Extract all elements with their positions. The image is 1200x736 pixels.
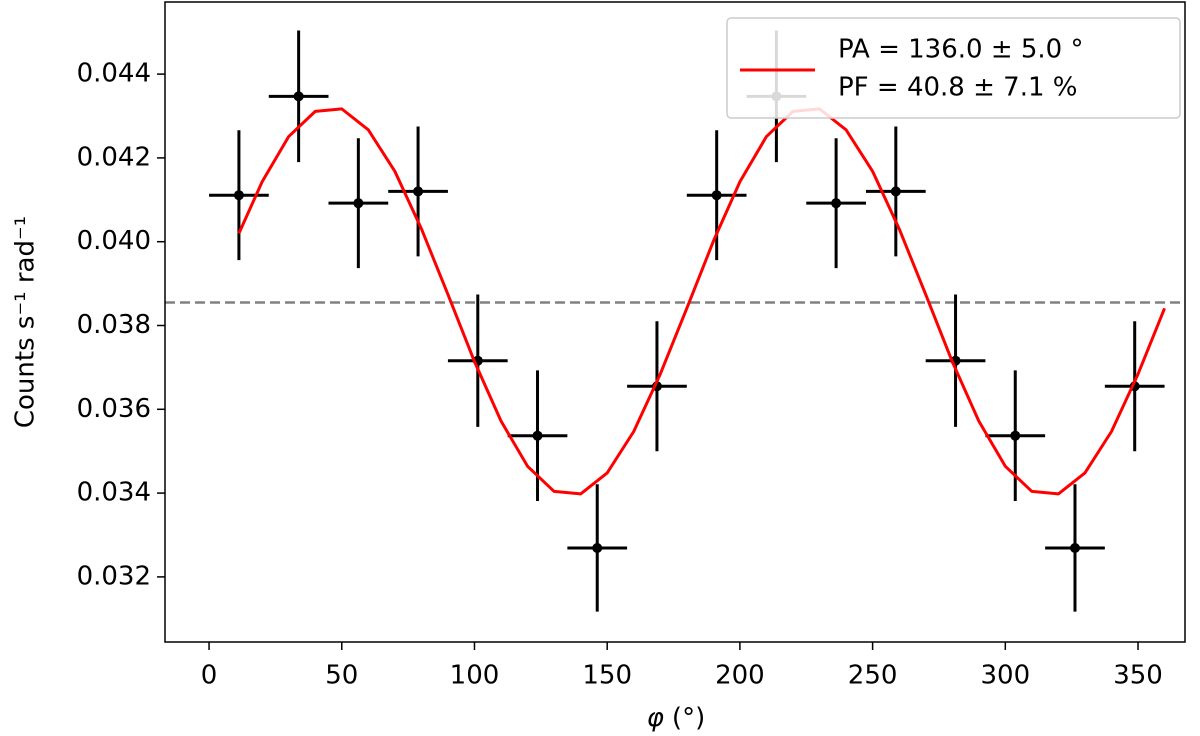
x-tick-label: 150 [582,661,632,691]
y-tick-label: 0.032 [77,561,151,591]
y-tick-label: 0.040 [77,226,151,256]
data-point [532,430,543,441]
x-tick-label: 350 [1113,661,1163,691]
data-point [1010,430,1021,441]
x-axis-label: φ (°) [647,703,705,733]
data-point [413,186,424,197]
x-tick-label: 100 [450,661,500,691]
legend-label: PF = 40.8 ± 7.1 % [838,73,1077,103]
y-tick-label: 0.038 [77,310,151,340]
fit-curve [237,107,1166,496]
plot-frame [164,1,1186,643]
data-point [1069,542,1080,553]
data-point [353,198,364,209]
data-point [711,190,722,201]
y-axis-label: Counts s⁻¹ rad⁻¹ [11,216,41,428]
x-tick-label: 200 [715,661,765,691]
data-point [890,186,901,197]
x-axis-unit: (°) [672,703,705,733]
x-tick-label: 0 [201,661,218,691]
y-tick-label: 0.034 [77,478,151,508]
x-axis-symbol: φ [647,703,664,733]
data-point [831,198,842,209]
y-tick-label: 0.044 [77,59,151,89]
x-tick-label: 250 [848,661,898,691]
data-point [233,190,244,201]
legend-box [726,17,1181,119]
y-tick-label: 0.042 [77,142,151,172]
x-tick-label: 300 [980,661,1030,691]
data-point [293,91,304,102]
data-point [592,542,603,553]
y-tick-label: 0.036 [77,394,151,424]
x-tick-label: 50 [325,661,358,691]
legend-label: PA = 136.0 ± 5.0 ° [838,35,1083,65]
